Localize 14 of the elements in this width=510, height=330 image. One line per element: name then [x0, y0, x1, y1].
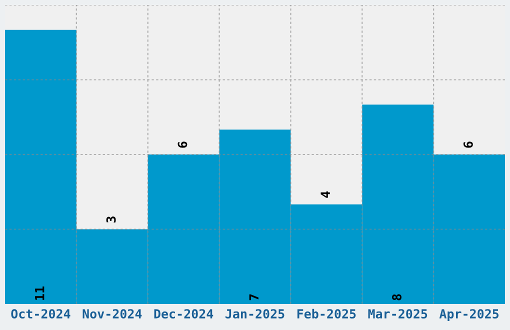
data-label: 6: [463, 142, 473, 148]
x-tick-label: Mar-2025: [368, 309, 428, 319]
x-tick-label: Feb-2025: [297, 308, 356, 319]
data-label: 6: [178, 142, 188, 148]
x-tick-label: Jan-2025: [226, 309, 284, 319]
x-tick-label: Dec-2024: [154, 309, 214, 319]
x-tick-label: Oct-2024: [11, 309, 70, 319]
data-label: 8: [392, 294, 402, 300]
data-label: 4: [320, 191, 330, 198]
data-label: 11: [35, 286, 44, 300]
x-tick-label: Nov-2024: [82, 309, 142, 319]
data-label: 7: [249, 294, 258, 300]
x-tick-label: Apr-2025: [439, 309, 499, 321]
data-label: 3: [106, 216, 116, 223]
